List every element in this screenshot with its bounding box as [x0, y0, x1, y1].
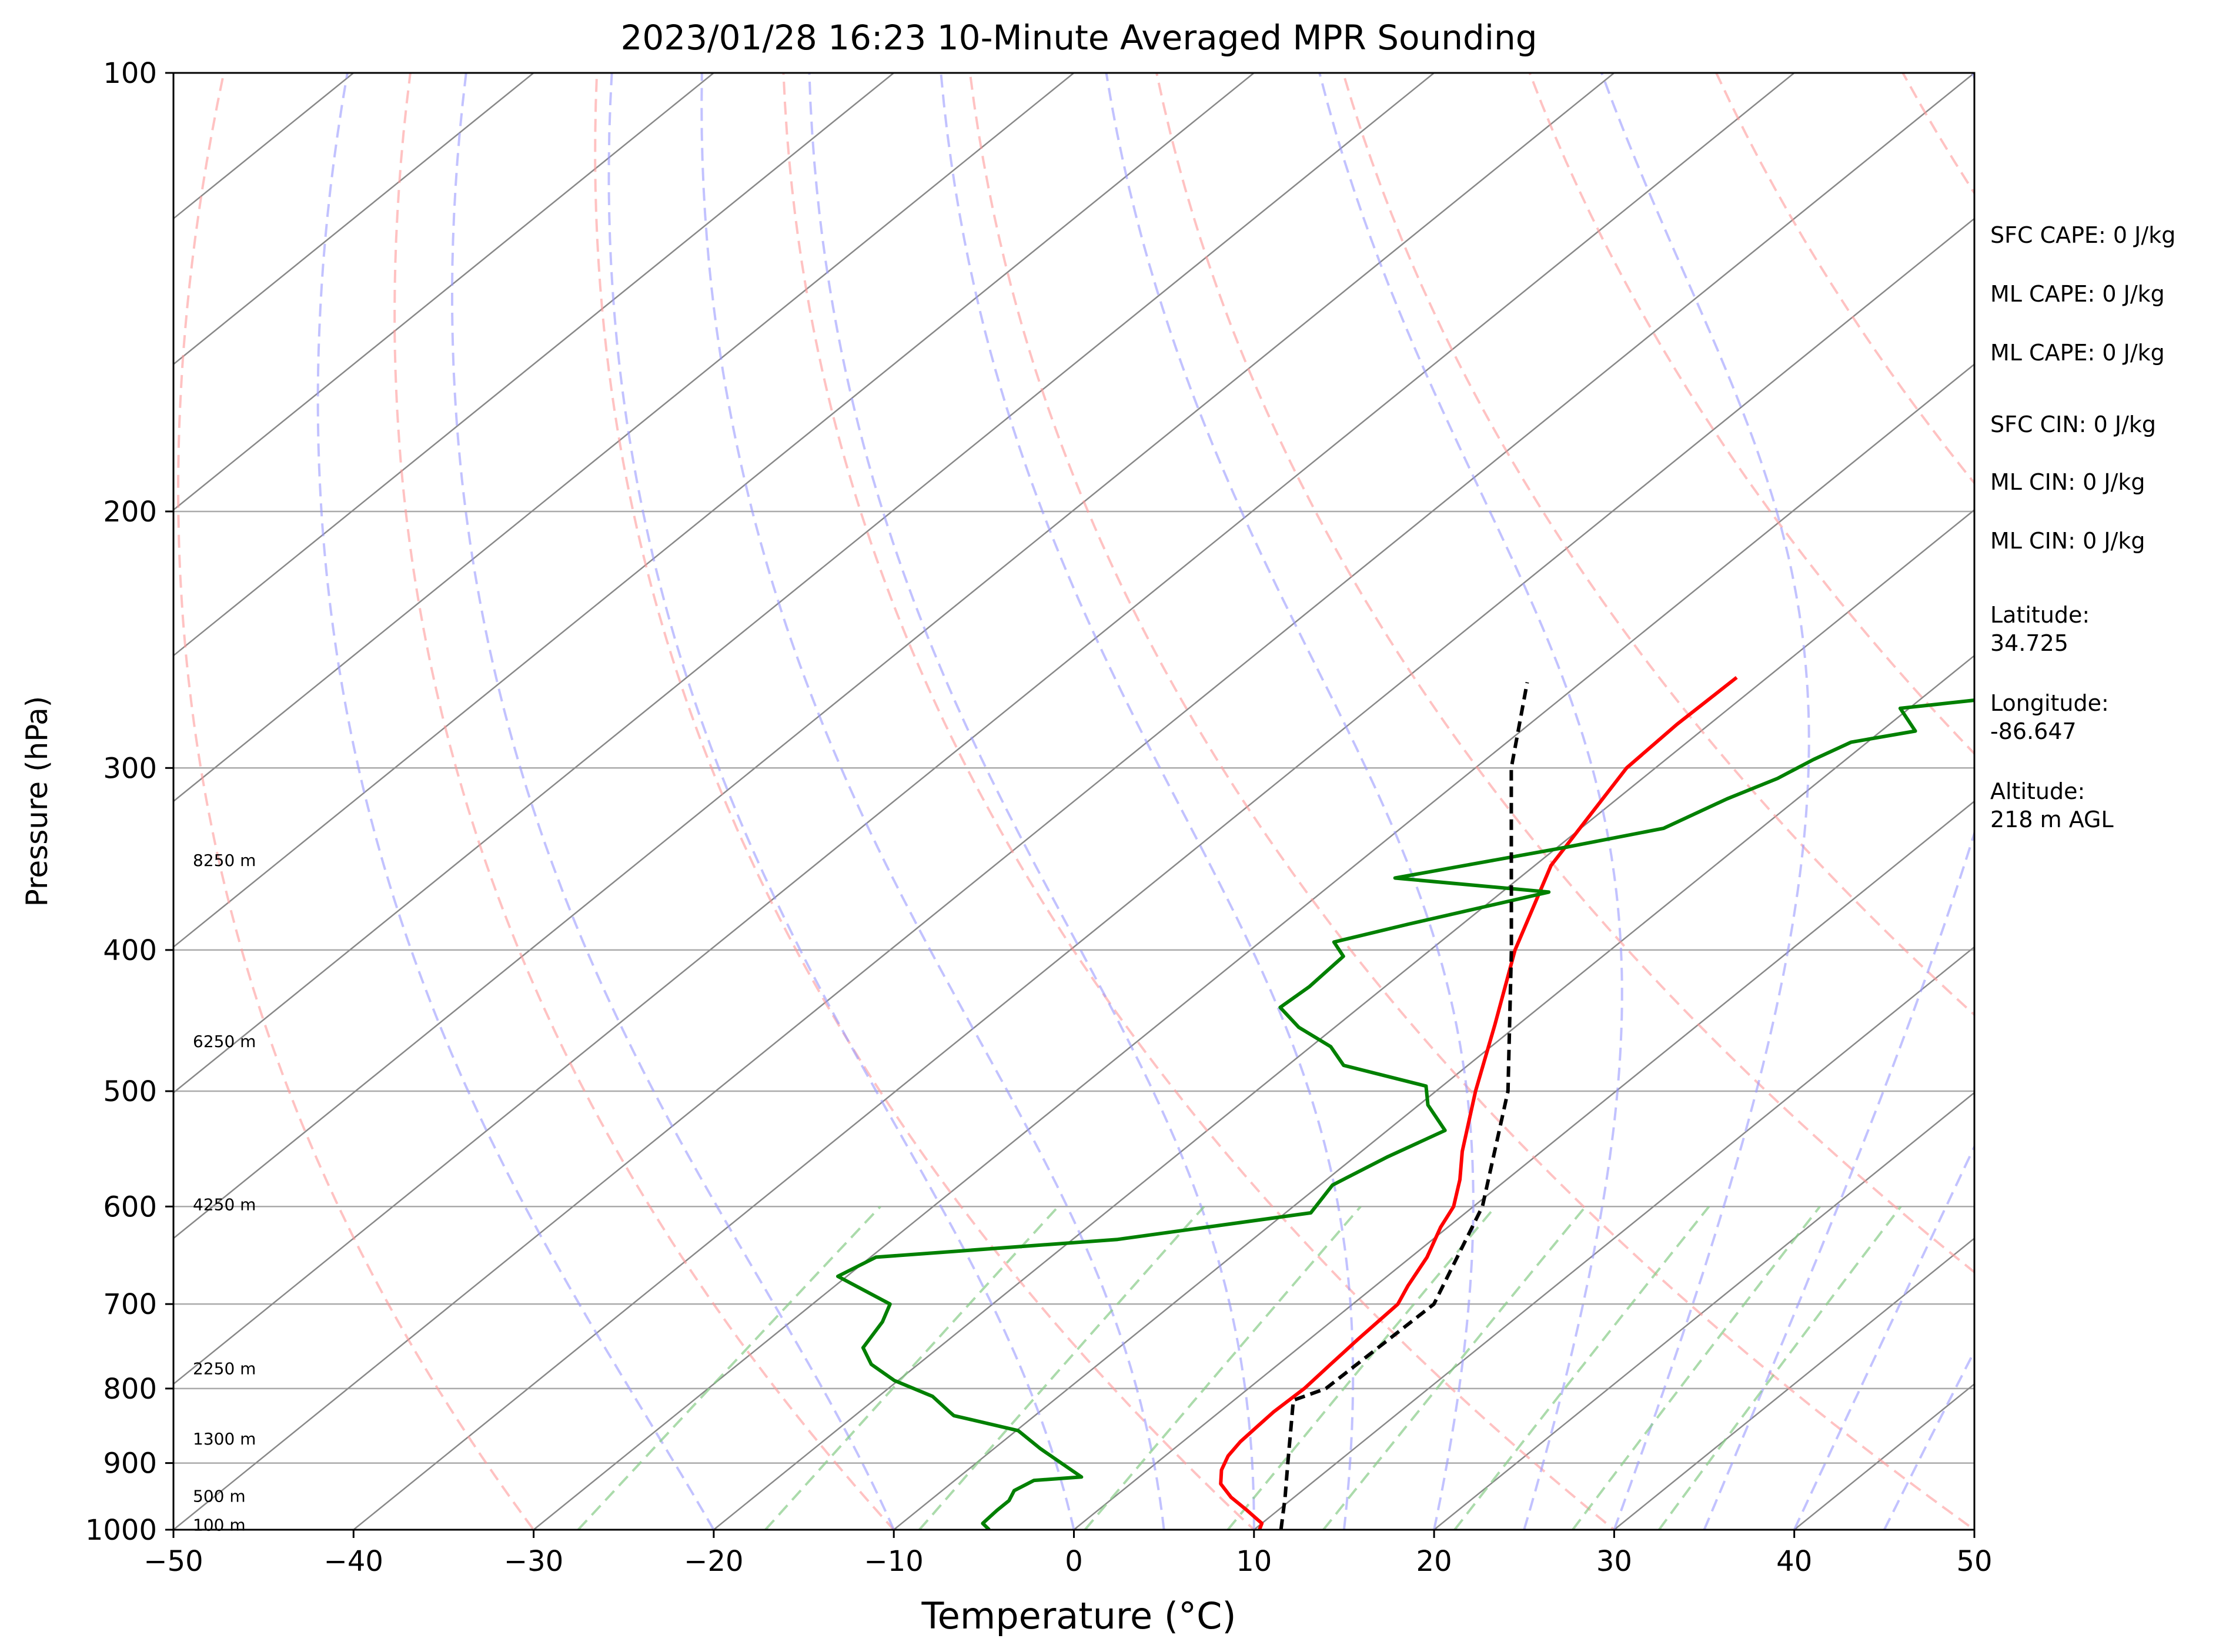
mixing-ratio-line [1226, 1206, 1497, 1530]
y-tick-label: 1000 [85, 1514, 157, 1547]
mixing-ratio-line [764, 1205, 1059, 1530]
isotherm-line [173, 73, 1436, 1094]
x-tick-label: 20 [1416, 1545, 1452, 1578]
sfc-cin-text: SFC CIN: 0 J/kg [1990, 412, 2157, 437]
moist-adiabat-line [607, 73, 1075, 1530]
moist-adiabat-line [1703, 73, 1974, 1530]
longitude-text: Longitude: -86.647 [1990, 690, 2109, 744]
isotherm-line [532, 363, 1974, 1530]
x-axis: −50 −40 −30 −20 −10 0 10 20 30 40 50 [143, 1530, 1993, 1578]
y-axis: 1000 900 800 700 600 500 400 300 200 100 [85, 57, 173, 1547]
dry-adiabat-line [393, 73, 895, 1530]
latitude-text: Latitude: 34.725 [1990, 602, 2090, 656]
sfc-cape-text: SFC CAPE: 0 J/kg [1990, 222, 2176, 248]
dry-adiabat-line [177, 73, 536, 1530]
isotherm-line [1613, 1237, 1974, 1530]
y-tick-label: 900 [103, 1447, 157, 1480]
height-label: 100 m [193, 1515, 246, 1534]
isotherm-line [1072, 800, 1974, 1530]
temperature-line [1219, 675, 1738, 1530]
isotherm-line [173, 73, 355, 220]
plot-area [173, 73, 1974, 1530]
isotherm-line [352, 218, 1974, 1530]
y-tick-label: 200 [103, 496, 157, 529]
x-tick-label: 10 [1236, 1545, 1272, 1578]
dry-adiabat-line [782, 73, 1616, 1530]
parcel-line [1279, 682, 1529, 1530]
dry-adiabat-line [594, 73, 1256, 1530]
x-tick-label: 50 [1956, 1545, 1992, 1578]
isotherm-line [173, 73, 1616, 1240]
height-label: 1300 m [193, 1429, 256, 1449]
mixing-ratio-line [1084, 1205, 1362, 1530]
x-tick-label: 30 [1596, 1545, 1632, 1578]
series-lines [836, 675, 1974, 1530]
y-tick-label: 700 [103, 1288, 157, 1321]
isotherm-line [173, 73, 535, 366]
dry-adiabat-line [968, 73, 1974, 1530]
moist-adiabat-line [451, 73, 895, 1530]
y-tick-label: 400 [103, 934, 157, 967]
isotherm-line [1252, 946, 1974, 1530]
mixing-ratio-line [577, 1205, 881, 1530]
x-tick-label: −40 [324, 1545, 383, 1578]
height-label: 8250 m [193, 851, 256, 870]
x-tick-label: 0 [1065, 1545, 1083, 1578]
mixing-ratio-line [1658, 1206, 1902, 1530]
x-tick-label: −50 [143, 1545, 203, 1578]
moist-adiabat-line [1318, 73, 1623, 1530]
height-labels: 100 m 500 m 1300 m 2250 m 4250 m 6250 m 8250 m [193, 851, 256, 1534]
dry-adiabat-line [1155, 73, 1974, 1274]
moist-adiabat-line [940, 73, 1355, 1530]
moist-adiabat-line [316, 73, 715, 1530]
chart-title: 2023/01/28 16:23 10-Minute Averaged MPR … [620, 18, 1537, 58]
dry-adiabat-line [1714, 73, 1974, 485]
mixing-ratio-line [1453, 1206, 1710, 1530]
isotherm-line [173, 73, 1075, 802]
height-label: 500 m [193, 1487, 246, 1506]
altitude-text: Altitude: 218 m AGL [1990, 778, 2114, 832]
x-tick-label: −30 [504, 1545, 563, 1578]
dry-adiabat-line [1528, 73, 1974, 755]
moist-adiabat-line [700, 73, 1165, 1530]
x-axis-label: Temperature (°C) [921, 1594, 1236, 1637]
moist-adiabat-line [808, 73, 1255, 1530]
mixing-ratio-line [1572, 1206, 1821, 1530]
x-tick-label: 40 [1776, 1545, 1812, 1578]
isotherm-line [173, 73, 715, 511]
ml-cin-text: ML CIN: 0 J/kg [1990, 469, 2145, 495]
ml-cape-text: ML CAPE: 0 J/kg [1990, 281, 2165, 307]
x-tick-label: −20 [684, 1545, 743, 1578]
isotherm-line [712, 509, 1974, 1530]
y-tick-label: 300 [103, 752, 157, 785]
height-label: 2250 m [193, 1359, 256, 1379]
y-tick-label: 100 [103, 57, 157, 90]
x-tick-label: −10 [864, 1545, 924, 1578]
isotherm-line [893, 654, 1974, 1530]
y-tick-label: 500 [103, 1075, 157, 1108]
y-tick-label: 800 [103, 1373, 157, 1406]
background-lines [173, 73, 1974, 1530]
isotherm-line [173, 73, 1796, 1385]
moist-adiabat-line [1105, 73, 1475, 1530]
isotherm-line [173, 73, 1255, 948]
height-label: 4250 m [193, 1195, 256, 1215]
height-label: 6250 m [193, 1032, 256, 1051]
dewpoint-line [836, 698, 1974, 1530]
mixing-ratio-line [1322, 1206, 1587, 1530]
ml-cape-text-2: ML CAPE: 0 J/kg [1990, 340, 2165, 366]
dry-adiabat-line [1342, 73, 1974, 1016]
y-axis-label: Pressure (hPa) [20, 696, 54, 907]
ml-cin-text-2: ML CIN: 0 J/kg [1990, 528, 2145, 554]
mixing-ratio-line [918, 1205, 1205, 1530]
isotherm-line [1433, 1091, 1974, 1530]
isotherm-line [173, 73, 1974, 1530]
y-tick-label: 600 [103, 1190, 157, 1223]
isotherm-line [173, 73, 895, 657]
